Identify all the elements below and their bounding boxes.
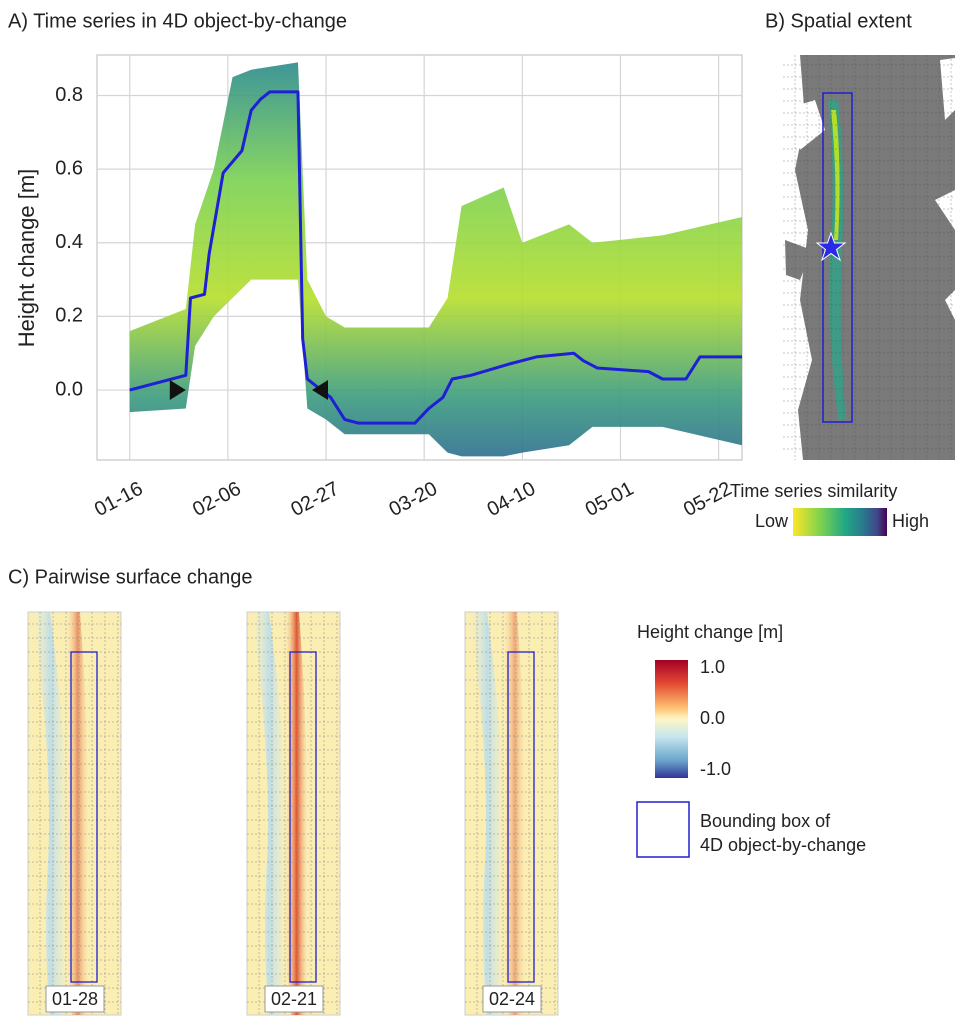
y-tick-label: 0.4 — [55, 231, 83, 253]
legend-box — [636, 801, 690, 858]
panel-a-title: A) Time series in 4D object-by-change — [8, 10, 347, 32]
similarity-colorbar — [793, 508, 887, 536]
map-grid — [783, 55, 955, 460]
y-tick-label: 0.2 — [55, 305, 83, 327]
change-map: 01-28 — [27, 611, 122, 1016]
map-negative — [252, 612, 287, 1015]
map-label: 01-28 — [52, 989, 98, 1009]
y-tick-label: 0.0 — [55, 378, 83, 400]
legend-text: Bounding box of — [700, 811, 831, 831]
similarity-label: Time series similarity — [730, 481, 897, 501]
similarity-low: Low — [755, 511, 789, 531]
x-tick-label: 03-20 — [386, 478, 441, 521]
map-land — [935, 58, 955, 320]
object-extent — [828, 100, 846, 420]
height-colorbar — [655, 660, 688, 778]
map-negative — [33, 612, 68, 1015]
plot — [129, 62, 742, 457]
map-gap — [785, 240, 812, 280]
change-maps: 01-28 02-21 02-24 — [27, 611, 559, 1016]
bounding-box — [70, 651, 98, 983]
series-line — [129, 90, 742, 425]
change-map: 02-24 — [464, 611, 559, 1016]
date-marker — [312, 380, 328, 401]
colorbar-tick-label: -1.0 — [700, 759, 731, 779]
panel-c-title: C) Pairwise surface change — [8, 566, 253, 588]
colorbar-tick-label: 1.0 — [700, 657, 725, 677]
object-extent — [831, 110, 840, 240]
x-tick-label: 01-16 — [91, 478, 146, 521]
y-tick-label: 0.6 — [55, 157, 83, 179]
change-map: 02-21 — [246, 611, 341, 1016]
series-envelope — [129, 62, 742, 457]
bounding-box — [507, 651, 535, 983]
similarity-high: High — [892, 511, 929, 531]
colorbar-tick-label: 0.0 — [700, 708, 725, 728]
panel-b-title: B) Spatial extent — [765, 10, 912, 32]
map-negative — [470, 612, 505, 1015]
map-label-box — [264, 985, 324, 1013]
map-label-box — [45, 985, 105, 1013]
x-tick-label: 05-01 — [582, 478, 637, 521]
colorbar-ticks: 1.0 0.0 -1.0 — [700, 657, 731, 779]
x-tick-label: 04-10 — [484, 478, 539, 521]
map-label: 02-24 — [489, 989, 535, 1009]
map-label-box — [482, 985, 542, 1013]
x-tick-label: 02-27 — [287, 478, 342, 521]
x-tick-label: 05-22 — [680, 478, 735, 521]
map-label: 02-21 — [271, 989, 317, 1009]
date-marker — [169, 380, 186, 401]
y-axis-label: Height change [m] — [14, 169, 39, 348]
location-star — [815, 231, 847, 262]
spatial-map — [783, 55, 955, 460]
colorbar-title: Height change [m] — [637, 622, 783, 642]
y-tick-label: 0.8 — [55, 84, 83, 106]
legend-text: 4D object-by-change — [700, 835, 866, 855]
x-tick-label: 02-06 — [189, 478, 244, 521]
bounding-box — [289, 651, 317, 983]
